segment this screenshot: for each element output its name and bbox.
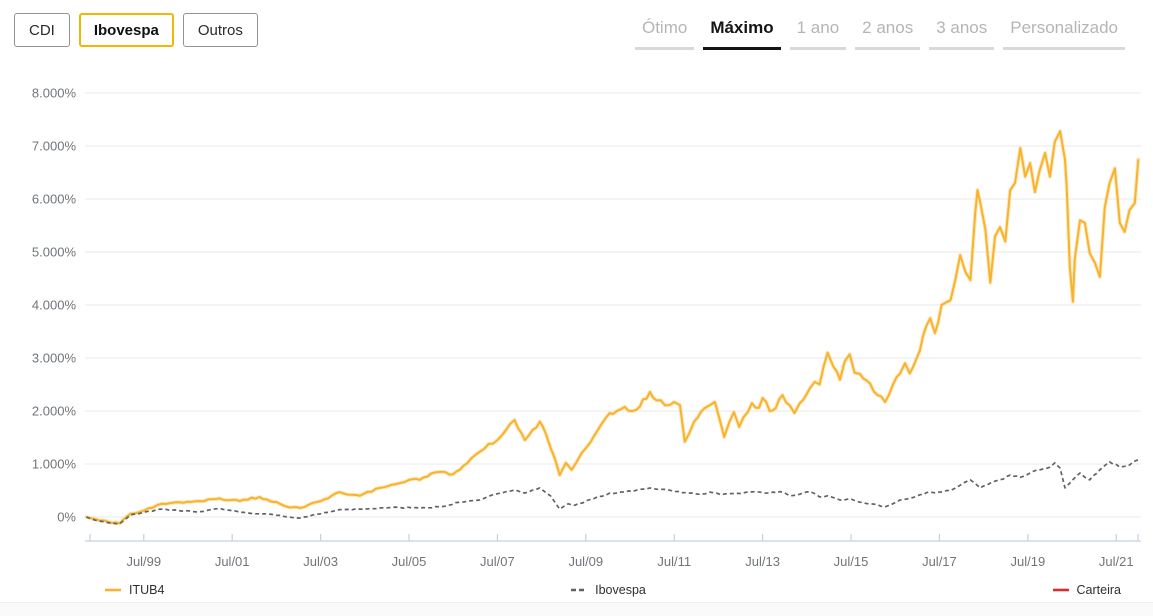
period-tabs: Ótimo Máximo 1 ano 2 anos 3 anos Persona… bbox=[634, 14, 1125, 50]
svg-text:Jul/01: Jul/01 bbox=[215, 554, 250, 569]
benchmark-filters: CDI Ibovespa Outros bbox=[14, 13, 258, 47]
tab-otimo[interactable]: Ótimo bbox=[634, 14, 695, 50]
svg-text:Jul/99: Jul/99 bbox=[126, 554, 161, 569]
filter-button-cdi[interactable]: CDI bbox=[14, 13, 70, 47]
svg-text:3.000%: 3.000% bbox=[32, 351, 77, 366]
tab-3anos[interactable]: 3 anos bbox=[929, 14, 995, 50]
svg-text:8.000%: 8.000% bbox=[32, 86, 77, 101]
svg-text:4.000%: 4.000% bbox=[32, 298, 77, 313]
chart-canvas[interactable]: 0% 1.000% 2.000% 3.000% 4.000% 5.000% 6.000% 7.… bbox=[0, 0, 1153, 580]
svg-text:Jul/21: Jul/21 bbox=[1099, 554, 1134, 569]
legend-item-ibovespa[interactable]: Ibovespa bbox=[571, 583, 646, 597]
svg-text:0%: 0% bbox=[57, 510, 76, 525]
legend-item-carteira[interactable]: Carteira bbox=[1052, 583, 1121, 597]
legend-label: Ibovespa bbox=[595, 583, 646, 597]
legend-item-itub4[interactable]: ITUB4 bbox=[105, 583, 164, 597]
svg-text:5.000%: 5.000% bbox=[32, 245, 77, 260]
svg-text:1.000%: 1.000% bbox=[32, 457, 77, 472]
footer-strip bbox=[0, 602, 1153, 616]
svg-text:Jul/05: Jul/05 bbox=[392, 554, 427, 569]
legend-marker-icon bbox=[571, 588, 588, 592]
svg-text:Jul/13: Jul/13 bbox=[745, 554, 780, 569]
tab-personalizado[interactable]: Personalizado bbox=[1003, 14, 1125, 50]
svg-text:Jul/09: Jul/09 bbox=[568, 554, 603, 569]
svg-text:Jul/15: Jul/15 bbox=[834, 554, 869, 569]
legend-marker-icon bbox=[1052, 588, 1069, 592]
svg-text:Jul/11: Jul/11 bbox=[657, 554, 691, 569]
svg-text:7.000%: 7.000% bbox=[32, 139, 77, 154]
tab-2anos[interactable]: 2 anos bbox=[855, 14, 921, 50]
svg-text:6.000%: 6.000% bbox=[32, 192, 77, 207]
tab-1ano[interactable]: 1 ano bbox=[789, 14, 847, 50]
legend-label: Carteira bbox=[1076, 583, 1121, 597]
legend-marker-icon bbox=[105, 588, 121, 592]
tab-maximo[interactable]: Máximo bbox=[703, 14, 781, 50]
svg-text:2.000%: 2.000% bbox=[32, 404, 77, 419]
svg-text:Jul/17: Jul/17 bbox=[922, 554, 957, 569]
svg-text:Jul/03: Jul/03 bbox=[303, 554, 338, 569]
chart-legend: ITUB4 Ibovespa Carteira bbox=[0, 583, 1153, 597]
filter-button-ibovespa[interactable]: Ibovespa bbox=[78, 13, 174, 47]
filter-button-outros[interactable]: Outros bbox=[182, 13, 258, 47]
legend-label: ITUB4 bbox=[129, 583, 165, 597]
svg-text:Jul/07: Jul/07 bbox=[480, 554, 515, 569]
svg-text:Jul/19: Jul/19 bbox=[1010, 554, 1045, 569]
